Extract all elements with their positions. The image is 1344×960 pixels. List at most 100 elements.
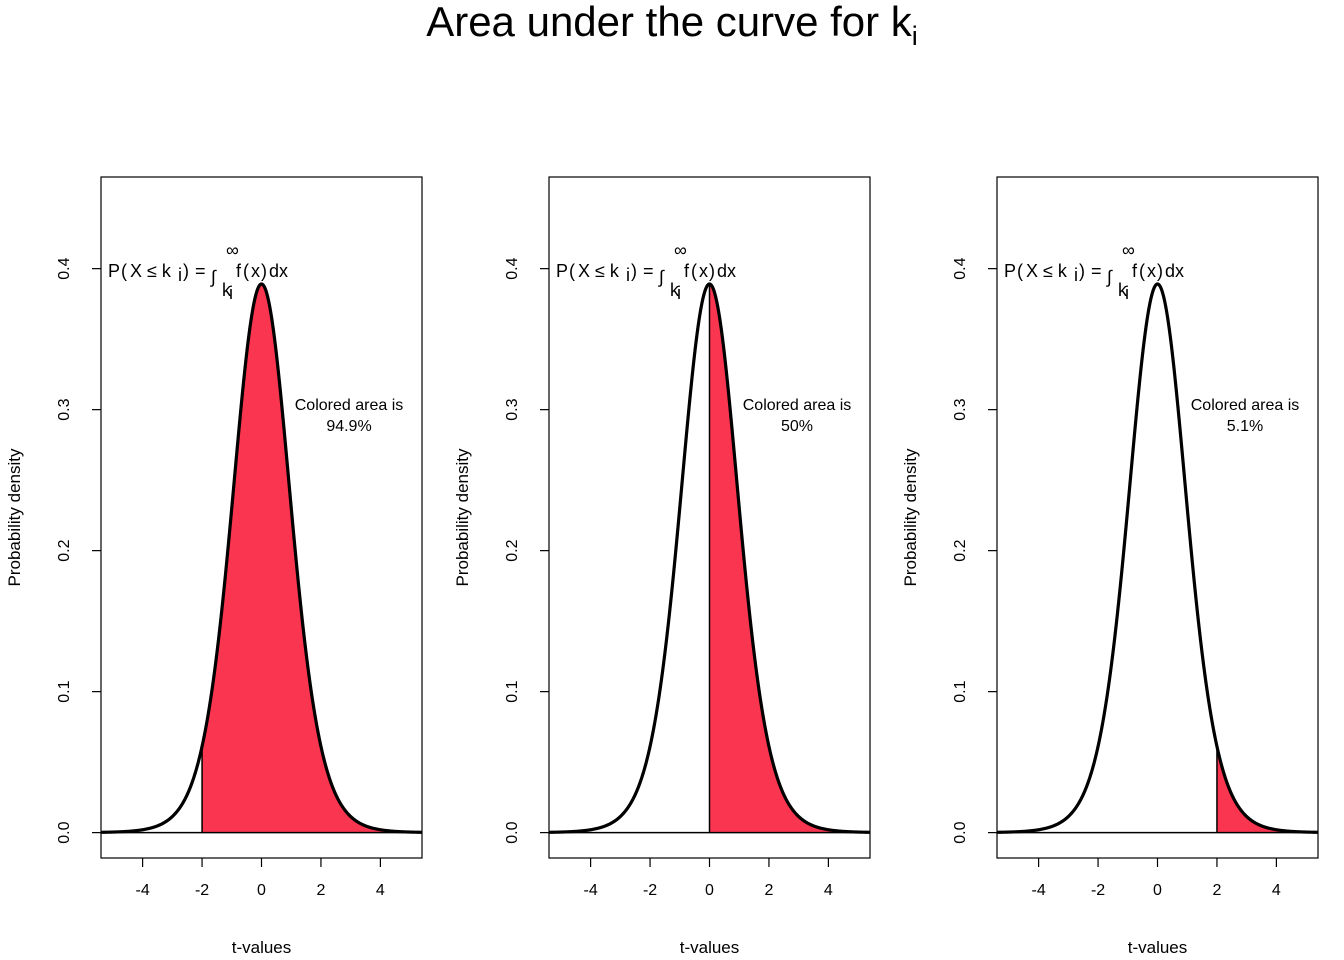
- formula-equals: =: [643, 261, 654, 281]
- integral-lower-limit: k: [670, 280, 680, 300]
- y-axis-label: Probability density: [901, 448, 920, 586]
- x-axis-label: t-values: [680, 938, 740, 957]
- y-tick-label: 0.3: [504, 398, 521, 420]
- panel-1: -4 -2 0 2 4 0.0 0.1 0.2 0.3 0.4 t-values Probabilit…: [5, 176, 423, 957]
- formula-p: P: [108, 261, 120, 281]
- probability-formula: P(X ≤ k i) = ∫∞kif(x) dx: [108, 240, 288, 303]
- area-annotation-line1: Colored area is: [1191, 397, 1300, 414]
- x-tick-label: 0: [1153, 882, 1162, 899]
- x-axis-label: t-values: [1128, 938, 1188, 957]
- formula-paren: ): [261, 261, 267, 281]
- y-tick-label: 0.2: [56, 539, 73, 561]
- formula-variable: x: [1147, 261, 1156, 281]
- density-curve: [101, 282, 422, 834]
- formula-dx: dx: [269, 261, 288, 281]
- y-axis-label: Probability density: [453, 448, 472, 586]
- y-tick-label: 0.3: [952, 398, 969, 420]
- formula-paren: (: [1139, 261, 1145, 281]
- plot-area: [997, 282, 1318, 834]
- formula-inner: X ≤ k: [130, 261, 172, 281]
- y-tick-label: 0.3: [56, 398, 73, 420]
- y-tick-label: 0.1: [952, 680, 969, 702]
- main-title: Area under the curve for ki: [426, 0, 918, 51]
- x-tick-label: -4: [135, 882, 149, 899]
- area-annotation-percent: 5.1%: [1227, 418, 1263, 435]
- formula-subscript: i: [178, 265, 182, 285]
- formula-inner: X ≤ k: [578, 261, 620, 281]
- plot-area: [101, 282, 422, 834]
- formula-inner: X ≤ k: [1026, 261, 1068, 281]
- area-annotation-percent: 94.9%: [326, 418, 371, 435]
- formula-paren: (: [243, 261, 249, 281]
- integral-sign: ∫: [209, 267, 217, 287]
- x-tick-label: 2: [1212, 882, 1221, 899]
- x-tick-label: -2: [1091, 882, 1105, 899]
- formula-paren: ): [1079, 261, 1085, 281]
- x-tick-label: -4: [1031, 882, 1045, 899]
- x-tick-label: -2: [195, 882, 209, 899]
- y-tick-label: 0.1: [504, 680, 521, 702]
- y-tick-label: 0.2: [952, 539, 969, 561]
- shaded-area: [709, 284, 870, 833]
- integral-lower-subscript: i: [677, 283, 681, 303]
- main-title-subscript: i: [912, 21, 918, 51]
- integral-upper-limit: ∞: [226, 240, 239, 260]
- formula-paren: ): [631, 261, 637, 281]
- formula-integrand: f: [236, 261, 242, 281]
- panel-3: -4 -2 0 2 4 0.0 0.1 0.2 0.3 0.4 t-values Probabilit…: [901, 176, 1319, 957]
- formula-paren: ): [709, 261, 715, 281]
- formula-integrand: f: [1132, 261, 1138, 281]
- x-tick-label: 4: [824, 882, 833, 899]
- y-tick-label: 0.0: [504, 821, 521, 843]
- probability-formula: P(X ≤ k i) = ∫∞kif(x) dx: [556, 240, 736, 303]
- formula-integrand: f: [684, 261, 690, 281]
- integral-upper-limit: ∞: [1122, 240, 1135, 260]
- shaded-area: [202, 284, 422, 833]
- integral-lower-limit: k: [1118, 280, 1128, 300]
- formula-variable: x: [699, 261, 708, 281]
- formula-paren: (: [691, 261, 697, 281]
- integral-lower-subscript: i: [1125, 283, 1129, 303]
- y-tick-label: 0.4: [504, 257, 521, 279]
- formula-dx: dx: [717, 261, 736, 281]
- formula-paren: ): [183, 261, 189, 281]
- formula-equals: =: [1091, 261, 1102, 281]
- formula-equals: =: [195, 261, 206, 281]
- shaded-area: [1216, 746, 1318, 833]
- integral-upper-limit: ∞: [674, 240, 687, 260]
- x-axis-label: t-values: [232, 938, 292, 957]
- x-tick-label: 0: [705, 882, 714, 899]
- formula-paren: (: [1017, 261, 1023, 281]
- area-annotation-line1: Colored area is: [295, 397, 404, 414]
- y-tick-label: 0.2: [504, 539, 521, 561]
- y-tick-label: 0.4: [952, 257, 969, 279]
- density-curve: [997, 282, 1318, 834]
- formula-paren: (: [121, 261, 127, 281]
- panel-2: -4 -2 0 2 4 0.0 0.1 0.2 0.3 0.4 t-values Probabilit…: [453, 176, 871, 957]
- x-tick-label: 4: [376, 882, 385, 899]
- x-tick-label: -2: [643, 882, 657, 899]
- y-tick-label: 0.4: [56, 257, 73, 279]
- area-annotation-line1: Colored area is: [743, 397, 852, 414]
- main-title-text: Area under the curve for k: [426, 0, 913, 45]
- x-tick-label: 2: [316, 882, 325, 899]
- integral-sign: ∫: [1105, 267, 1113, 287]
- area-annotation-percent: 50%: [781, 418, 813, 435]
- formula-variable: x: [251, 261, 260, 281]
- x-tick-label: 0: [257, 882, 266, 899]
- formula-paren: ): [1157, 261, 1163, 281]
- y-axis-label: Probability density: [5, 448, 24, 586]
- y-tick-label: 0.0: [56, 821, 73, 843]
- formula-subscript: i: [626, 265, 630, 285]
- formula-p: P: [1004, 261, 1016, 281]
- integral-lower-limit: k: [222, 280, 232, 300]
- formula-p: P: [556, 261, 568, 281]
- density-curve: [549, 282, 870, 834]
- integral-lower-subscript: i: [229, 283, 233, 303]
- formula-dx: dx: [1165, 261, 1184, 281]
- integral-sign: ∫: [657, 267, 665, 287]
- formula-paren: (: [569, 261, 575, 281]
- y-tick-label: 0.1: [56, 680, 73, 702]
- x-tick-label: 2: [764, 882, 773, 899]
- panels: -4 -2 0 2 4 0.0 0.1 0.2 0.3 0.4 t-values Probabilit…: [5, 176, 1319, 957]
